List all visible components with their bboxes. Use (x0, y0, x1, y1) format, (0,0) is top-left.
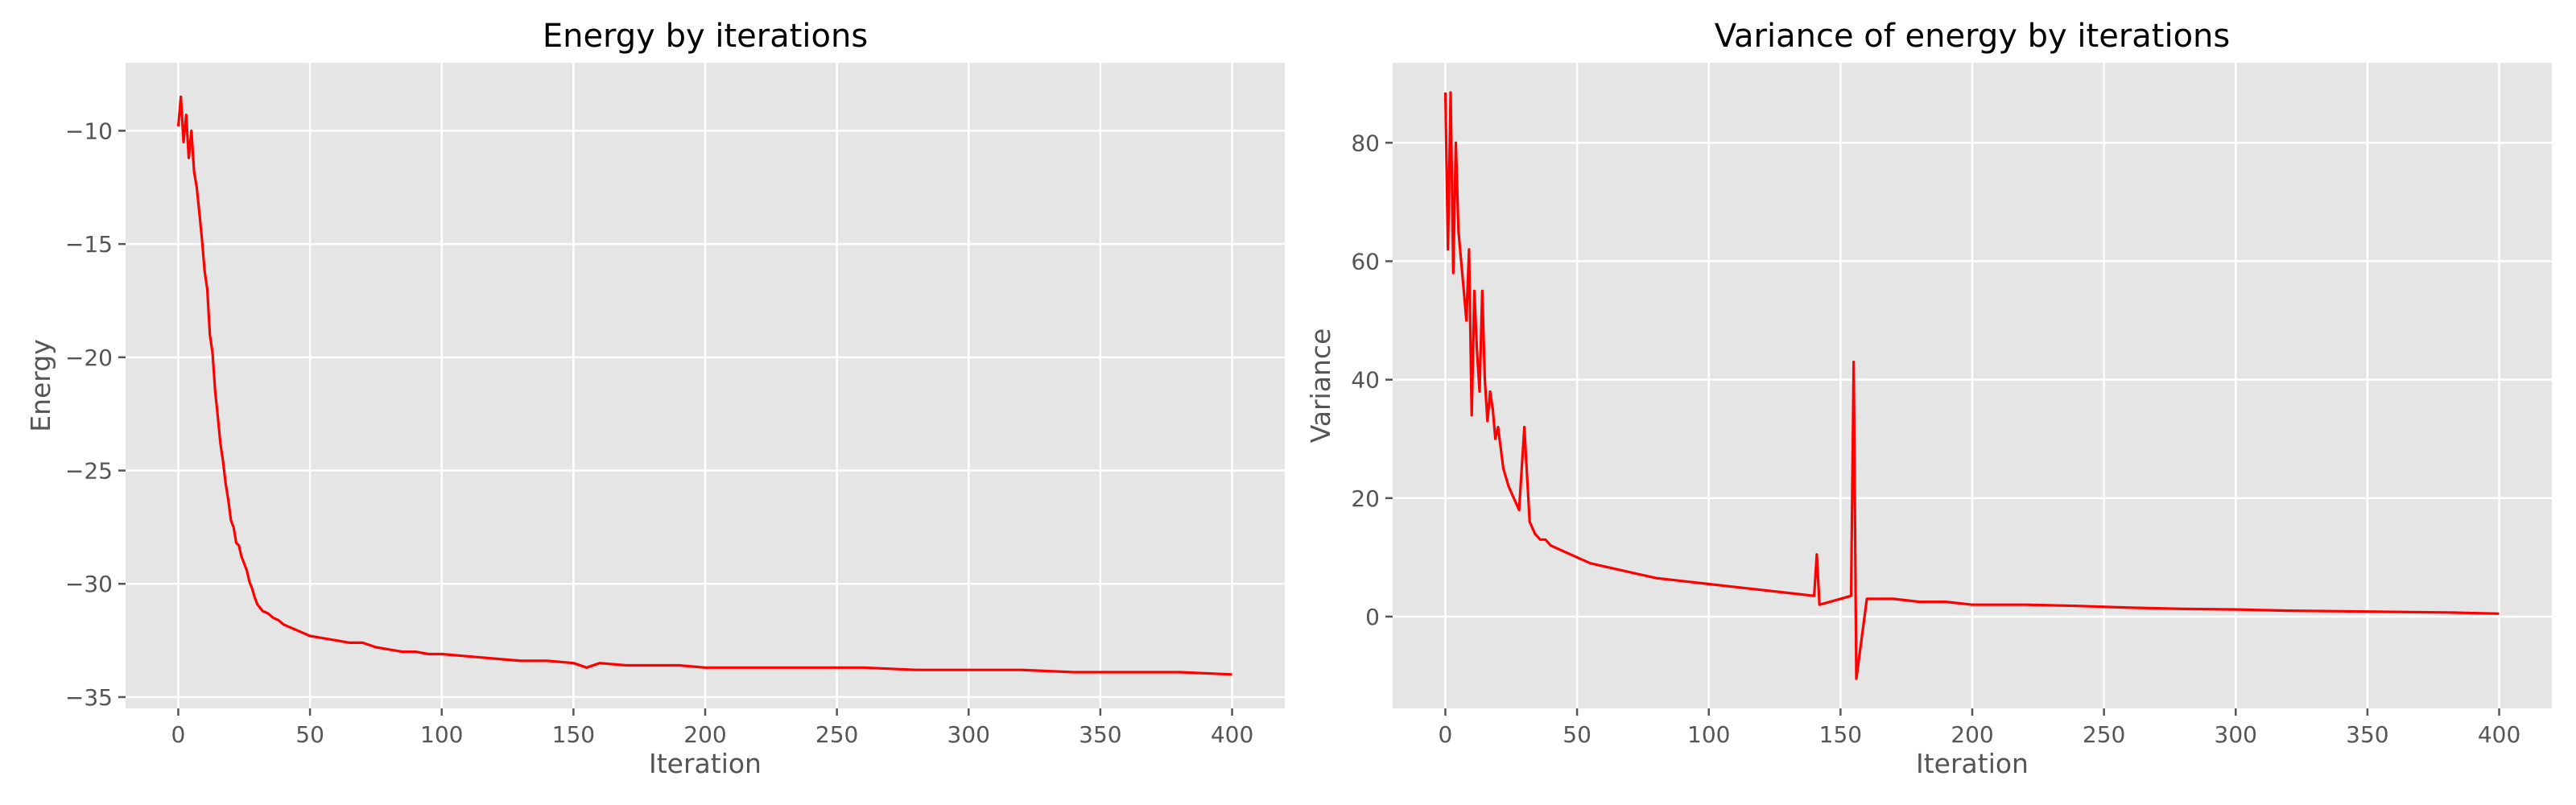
variance-x-tick-label: 50 (1563, 721, 1591, 748)
energy-y-tick-label: −10 (65, 118, 113, 144)
variance-y-tick-label: 40 (1351, 367, 1380, 394)
variance-x-tick-label: 100 (1687, 721, 1730, 748)
variance-grid (1393, 63, 2552, 708)
variance-x-tick-label: 150 (1819, 721, 1862, 748)
energy-x-axis-label: Iteration (649, 748, 762, 779)
variance-x-tick-label: 300 (2215, 721, 2257, 748)
variance-y-tick-label: 60 (1351, 248, 1380, 275)
energy-series-line (176, 95, 1232, 676)
energy-x-tick-label: 0 (171, 721, 186, 748)
variance-x-tick-label: 400 (2478, 721, 2520, 748)
variance-ticks: 0 50 100 150 200 250 300 350 400 0 20 40 60 80 (1351, 130, 2520, 748)
energy-x-tick-label: 350 (1079, 721, 1121, 748)
energy-chart-title: Energy by iterations (543, 18, 868, 55)
energy-y-tick-label: −20 (65, 345, 113, 371)
energy-x-tick-label: 300 (947, 721, 990, 748)
variance-y-axis-label: Variance (1305, 328, 1336, 444)
variance-x-tick-label: 350 (2346, 721, 2388, 748)
energy-x-tick-label: 200 (683, 721, 726, 748)
variance-x-axis-label: Iteration (1916, 748, 2029, 779)
variance-chart-title: Variance of energy by iterations (1715, 18, 2230, 55)
energy-chart: 0 50 100 150 200 250 300 350 400 −35 −30 −25 −20 −15 −… (25, 18, 1285, 779)
energy-y-axis-label: Energy (25, 339, 56, 432)
energy-x-tick-label: 400 (1211, 721, 1253, 748)
energy-y-tick-label: −30 (65, 571, 113, 597)
variance-y-tick-label: 20 (1351, 485, 1380, 512)
variance-y-tick-label: 0 (1365, 604, 1380, 630)
variance-series-line (1443, 91, 2500, 680)
energy-x-tick-label: 150 (552, 721, 595, 748)
variance-y-tick-label: 80 (1351, 130, 1380, 156)
variance-x-tick-label: 250 (2083, 721, 2125, 748)
energy-x-tick-label: 250 (815, 721, 858, 748)
energy-x-tick-label: 50 (295, 721, 324, 748)
energy-x-tick-label: 100 (420, 721, 463, 748)
variance-x-tick-label: 0 (1439, 721, 1453, 748)
energy-y-tick-label: −15 (65, 231, 113, 258)
energy-grid (126, 63, 1285, 708)
energy-y-tick-label: −25 (65, 458, 113, 485)
variance-x-tick-label: 200 (1951, 721, 1993, 748)
variance-chart: 0 50 100 150 200 250 300 350 400 0 20 40 60 80 Varian… (1305, 18, 2552, 779)
energy-ticks: 0 50 100 150 200 250 300 350 400 −35 −30 −25 −20 −15 −… (65, 118, 1253, 748)
energy-y-tick-label: −35 (65, 684, 113, 711)
